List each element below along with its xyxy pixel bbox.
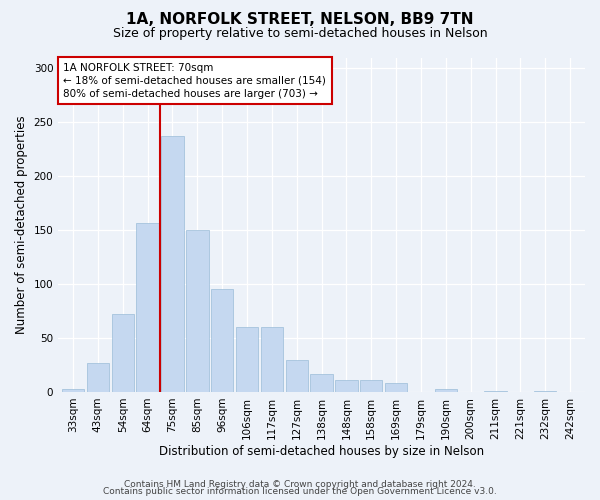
Bar: [360, 380, 382, 392]
Bar: [186, 230, 209, 392]
Text: Size of property relative to semi-detached houses in Nelson: Size of property relative to semi-detach…: [113, 28, 487, 40]
Bar: [161, 136, 184, 392]
Text: 1A, NORFOLK STREET, NELSON, BB9 7TN: 1A, NORFOLK STREET, NELSON, BB9 7TN: [126, 12, 474, 28]
Text: Contains HM Land Registry data © Crown copyright and database right 2024.: Contains HM Land Registry data © Crown c…: [124, 480, 476, 489]
Bar: [136, 222, 159, 392]
Bar: [211, 290, 233, 392]
Bar: [385, 384, 407, 392]
Bar: [534, 391, 556, 392]
Bar: [484, 391, 507, 392]
Bar: [335, 380, 358, 392]
Text: 1A NORFOLK STREET: 70sqm
← 18% of semi-detached houses are smaller (154)
80% of : 1A NORFOLK STREET: 70sqm ← 18% of semi-d…: [64, 62, 326, 99]
Bar: [62, 388, 84, 392]
Bar: [260, 327, 283, 392]
Y-axis label: Number of semi-detached properties: Number of semi-detached properties: [15, 116, 28, 334]
Bar: [87, 363, 109, 392]
Bar: [236, 327, 258, 392]
Bar: [434, 388, 457, 392]
Bar: [286, 360, 308, 392]
Bar: [310, 374, 333, 392]
Bar: [112, 314, 134, 392]
Text: Contains public sector information licensed under the Open Government Licence v3: Contains public sector information licen…: [103, 488, 497, 496]
X-axis label: Distribution of semi-detached houses by size in Nelson: Distribution of semi-detached houses by …: [159, 444, 484, 458]
